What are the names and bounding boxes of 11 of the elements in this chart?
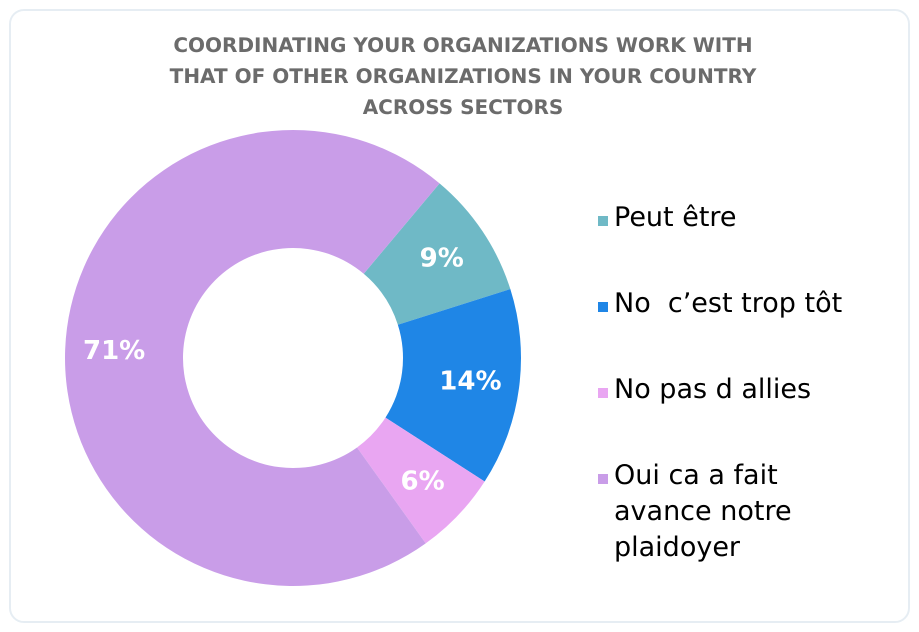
data-label: 6% xyxy=(400,466,445,496)
data-label: 9% xyxy=(420,243,464,274)
chart-title: COORDINATING YOUR ORGANIZATIONS WORK WITH THAT OF OTHER ORGANIZATIONS IN YOUR COUNTRY ACROSS SECTORS xyxy=(170,33,757,119)
data-label: 14% xyxy=(439,366,502,397)
donut-slice xyxy=(357,418,485,544)
legend-label: No c’est trop tôt xyxy=(614,288,842,319)
legend-label: Peut être xyxy=(614,202,737,233)
legend-label: No pas d allies xyxy=(614,374,812,405)
donut-slice xyxy=(364,183,510,325)
data-label: 71% xyxy=(83,336,146,366)
legend-label: Oui ca a fait avance notre plaidoyer xyxy=(614,460,792,563)
